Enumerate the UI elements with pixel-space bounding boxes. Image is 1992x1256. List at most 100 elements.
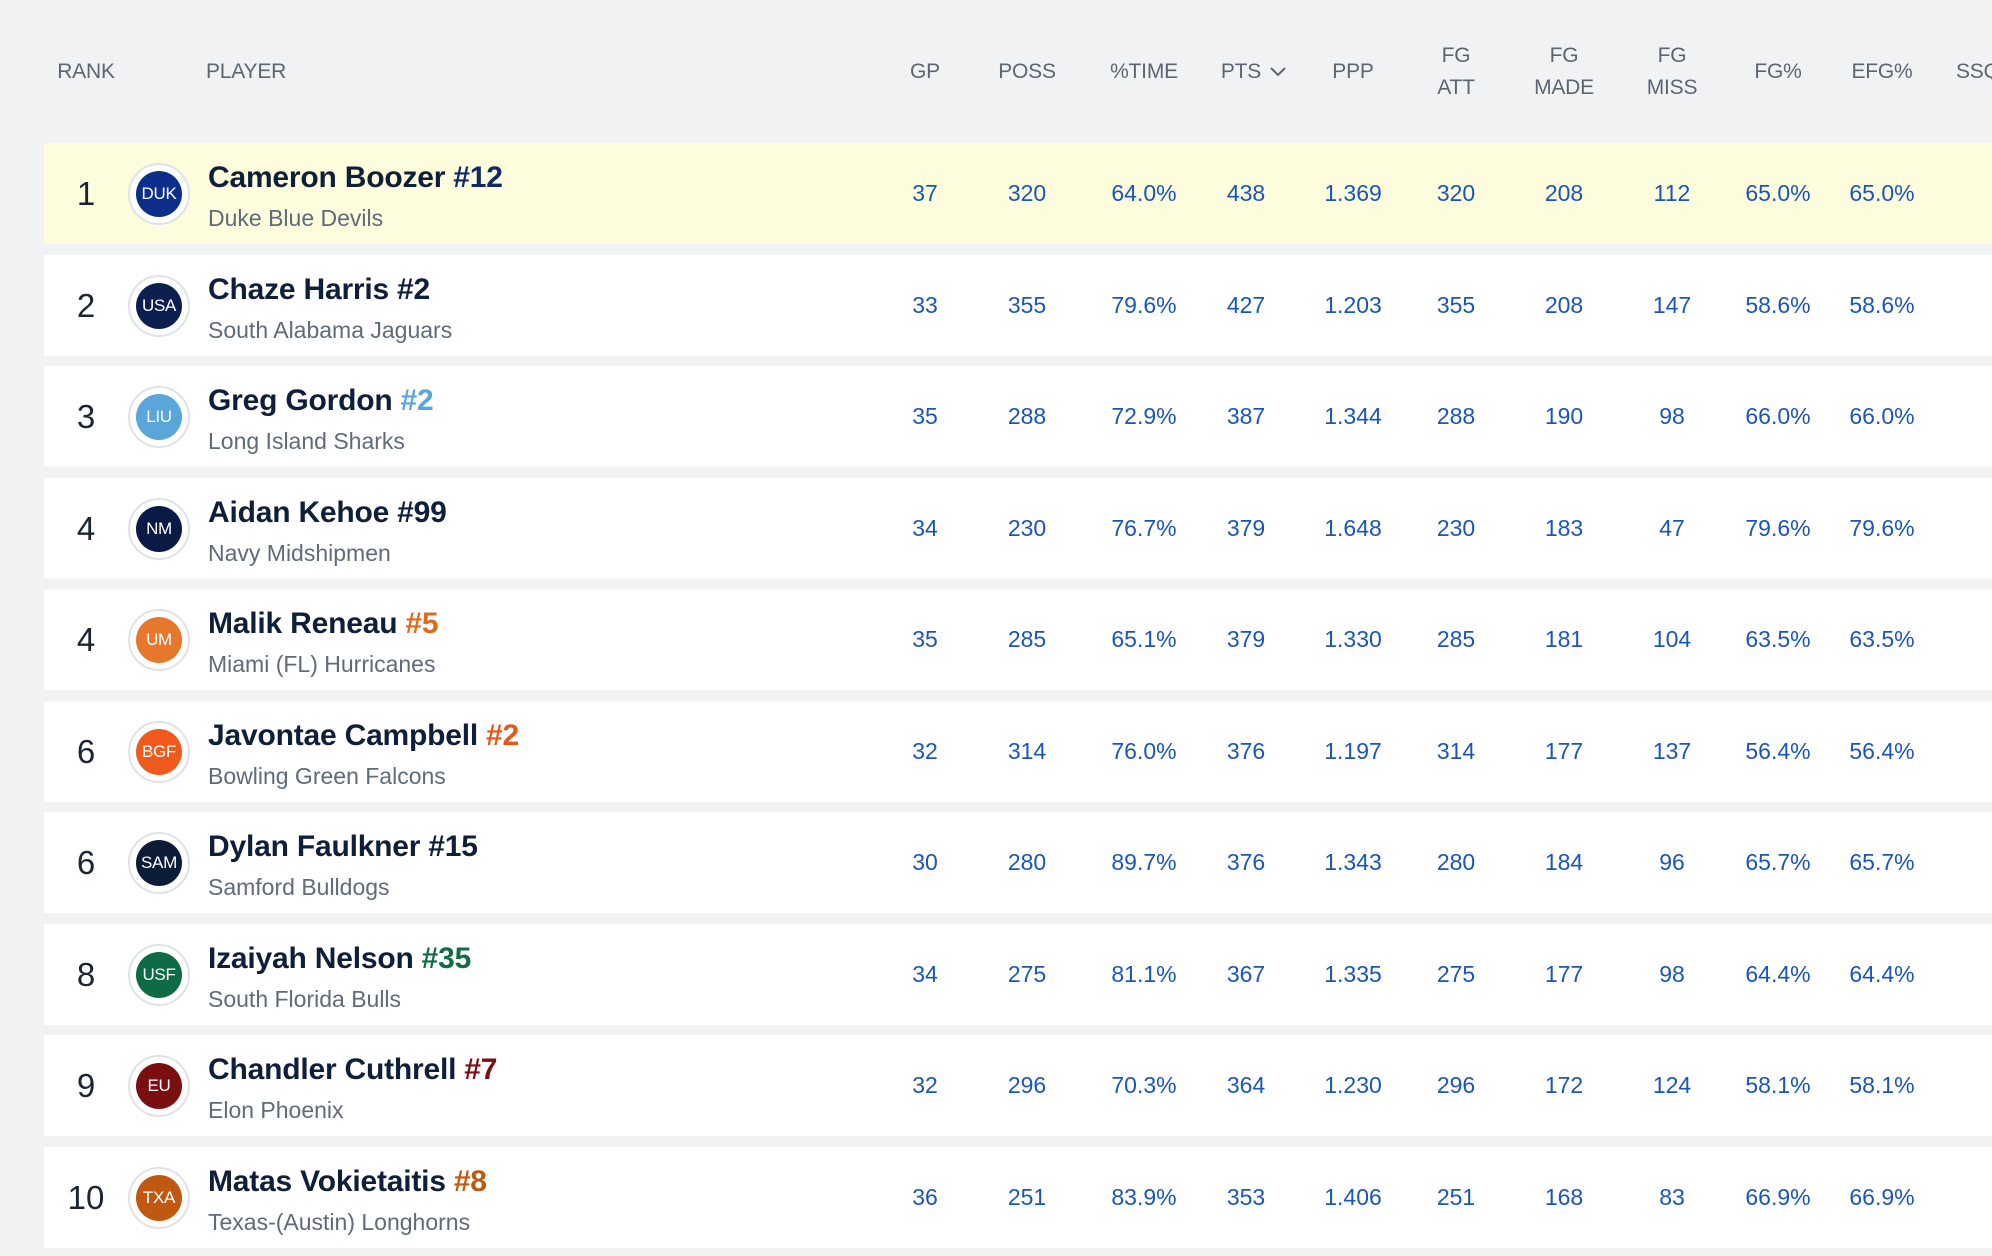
column-header-fg-made[interactable]: FG MADE [1510,0,1618,143]
column-header-efg-pct[interactable]: EFG% [1830,0,1934,143]
team-name[interactable]: Miami (FL) Hurricanes [208,651,436,677]
pts-cell: 387 [1226,403,1266,429]
team-abbr: USF [142,965,176,984]
player-number: #15 [428,830,478,863]
team-logo-badge: USF [136,952,182,998]
player-name-line[interactable]: Javontae Campbell #2 [208,719,519,753]
player-name[interactable]: Aidan Kehoe [208,496,390,529]
table-row[interactable]: 4 NM Aidan Kehoe #99 Navy Midshipmen 34 2… [44,478,1992,579]
team-logo-badge: SAM [136,840,182,886]
gp-cell: 34 [912,961,938,987]
column-header-poss[interactable]: POSS [970,0,1084,143]
poss-cell: 280 [1007,849,1047,875]
column-header-fg-att[interactable]: FG ATT [1402,0,1510,143]
team-logo-badge: EU [136,1063,182,1109]
poss-cell: 251 [1007,1184,1047,1210]
table-row[interactable]: 10 TXA Matas Vokietaitis #8 Texas-(Austin… [44,1147,1992,1248]
player-name-line[interactable]: Chandler Cuthrell #7 [208,1053,497,1087]
poss-cell: 285 [1007,626,1047,652]
column-header-fg-miss[interactable]: FG MISS [1618,0,1726,143]
player-name[interactable]: Chaze Harris [208,273,390,306]
team-name[interactable]: Texas-(Austin) Longhorns [208,1209,471,1235]
pts-cell: 376 [1226,849,1266,875]
fg-pct-cell: 65.7% [1745,849,1811,875]
fg-att-cell: 230 [1436,515,1476,541]
gp-cell: 30 [912,849,938,875]
fg-made-cell: 177 [1544,961,1584,987]
column-header-ppp[interactable]: PPP [1304,0,1402,143]
team-abbr: NM [146,519,172,538]
column-header-time[interactable]: %TIME [1084,0,1204,143]
column-header-fg-miss-line2: MISS [1646,75,1698,99]
team-name[interactable]: Duke Blue Devils [208,205,384,231]
caret-down-icon[interactable] [1269,66,1287,78]
ppp-cell: 1.230 [1324,1072,1382,1098]
fg-made-cell: 208 [1544,292,1584,318]
player-name-line[interactable]: Izaiyah Nelson #35 [208,942,471,976]
fg-pct-cell: 64.4% [1745,961,1811,987]
table-row[interactable]: 3 LIU Greg Gordon #2 Long Island Sharks 3… [44,366,1992,467]
column-header-pts[interactable]: PTS [1204,0,1304,143]
player-name-line[interactable]: Matas Vokietaitis #8 [208,1165,487,1199]
player-number: #8 [453,1165,487,1198]
column-header-ssq[interactable]: SSQ [1956,0,1992,143]
player-name-line[interactable]: Chaze Harris #2 [208,273,430,307]
table-row[interactable]: 6 BGF Javontae Campbell #2 Bowling Green … [44,701,1992,802]
player-name[interactable]: Matas Vokietaitis [208,1165,446,1198]
poss-cell: 230 [1007,515,1047,541]
table-row[interactable]: 1 DUK Cameron Boozer #12 Duke Blue Devils… [44,143,1992,244]
player-name-line[interactable]: Aidan Kehoe #99 [208,496,447,530]
fg-made-cell: 181 [1544,626,1584,652]
player-name[interactable]: Chandler Cuthrell [208,1053,457,1086]
team-name[interactable]: South Alabama Jaguars [208,317,453,343]
column-header-fg-pct-label: FG% [1754,59,1802,83]
player-number: #2 [486,719,520,752]
poss-cell: 355 [1007,292,1047,318]
fg-made-cell: 172 [1544,1072,1584,1098]
team-logo: EU [128,1055,190,1117]
fg-att-cell: 251 [1436,1184,1476,1210]
player-name[interactable]: Javontae Campbell [208,719,479,752]
fg-att-cell: 280 [1436,849,1476,875]
player-name[interactable]: Cameron Boozer [208,161,446,194]
team-logo-badge: UM [136,617,182,663]
efg-pct-cell: 63.5% [1849,626,1915,652]
column-header-gp[interactable]: GP [880,0,970,143]
table-row[interactable]: 9 EU Chandler Cuthrell #7 Elon Phoenix 32… [44,1035,1992,1136]
player-name-line[interactable]: Greg Gordon #2 [208,384,434,418]
team-name[interactable]: South Florida Bulls [208,986,402,1012]
team-name[interactable]: Samford Bulldogs [208,874,390,900]
column-header-fg-pct[interactable]: FG% [1726,0,1830,143]
team-logo: SAM [128,832,190,894]
column-header-rank[interactable]: RANK [50,0,122,143]
team-abbr: DUK [141,184,177,203]
table-row[interactable]: 8 USF Izaiyah Nelson #35 South Florida Bu… [44,924,1992,1025]
column-header-poss-label: POSS [998,59,1056,83]
player-name[interactable]: Greg Gordon [208,384,393,417]
column-header-fg-att-line1: FG [1441,43,1471,67]
player-name[interactable]: Dylan Faulkner [208,830,421,863]
team-name[interactable]: Elon Phoenix [208,1097,344,1123]
ppp-cell: 1.197 [1324,738,1382,764]
player-name[interactable]: Izaiyah Nelson [208,942,414,975]
pts-cell: 364 [1226,1072,1266,1098]
player-name[interactable]: Malik Reneau [208,607,398,640]
team-name[interactable]: Bowling Green Falcons [208,763,446,789]
efg-pct-cell: 58.6% [1849,292,1915,318]
team-name[interactable]: Long Island Sharks [208,428,405,454]
fg-miss-cell: 137 [1652,738,1692,764]
player-name-line[interactable]: Dylan Faulkner #15 [208,830,478,864]
column-header-player[interactable]: PLAYER [206,0,406,143]
fg-miss-cell: 83 [1659,1184,1685,1210]
table-header: RANK PLAYER GP POSS %TIME PTS PPP FG ATT … [0,0,1992,143]
player-name-line[interactable]: Malik Reneau #5 [208,607,439,641]
player-name-line[interactable]: Cameron Boozer #12 [208,161,503,195]
team-logo: UM [128,609,190,671]
team-name[interactable]: Navy Midshipmen [208,540,391,566]
table-row[interactable]: 4 UM Malik Reneau #5 Miami (FL) Hurricane… [44,589,1992,690]
efg-pct-cell: 79.6% [1849,515,1915,541]
table-row[interactable]: 6 SAM Dylan Faulkner #15 Samford Bulldogs… [44,812,1992,913]
team-logo: USA [128,275,190,337]
table-row[interactable]: 2 USA Chaze Harris #2 South Alabama Jagua… [44,255,1992,356]
